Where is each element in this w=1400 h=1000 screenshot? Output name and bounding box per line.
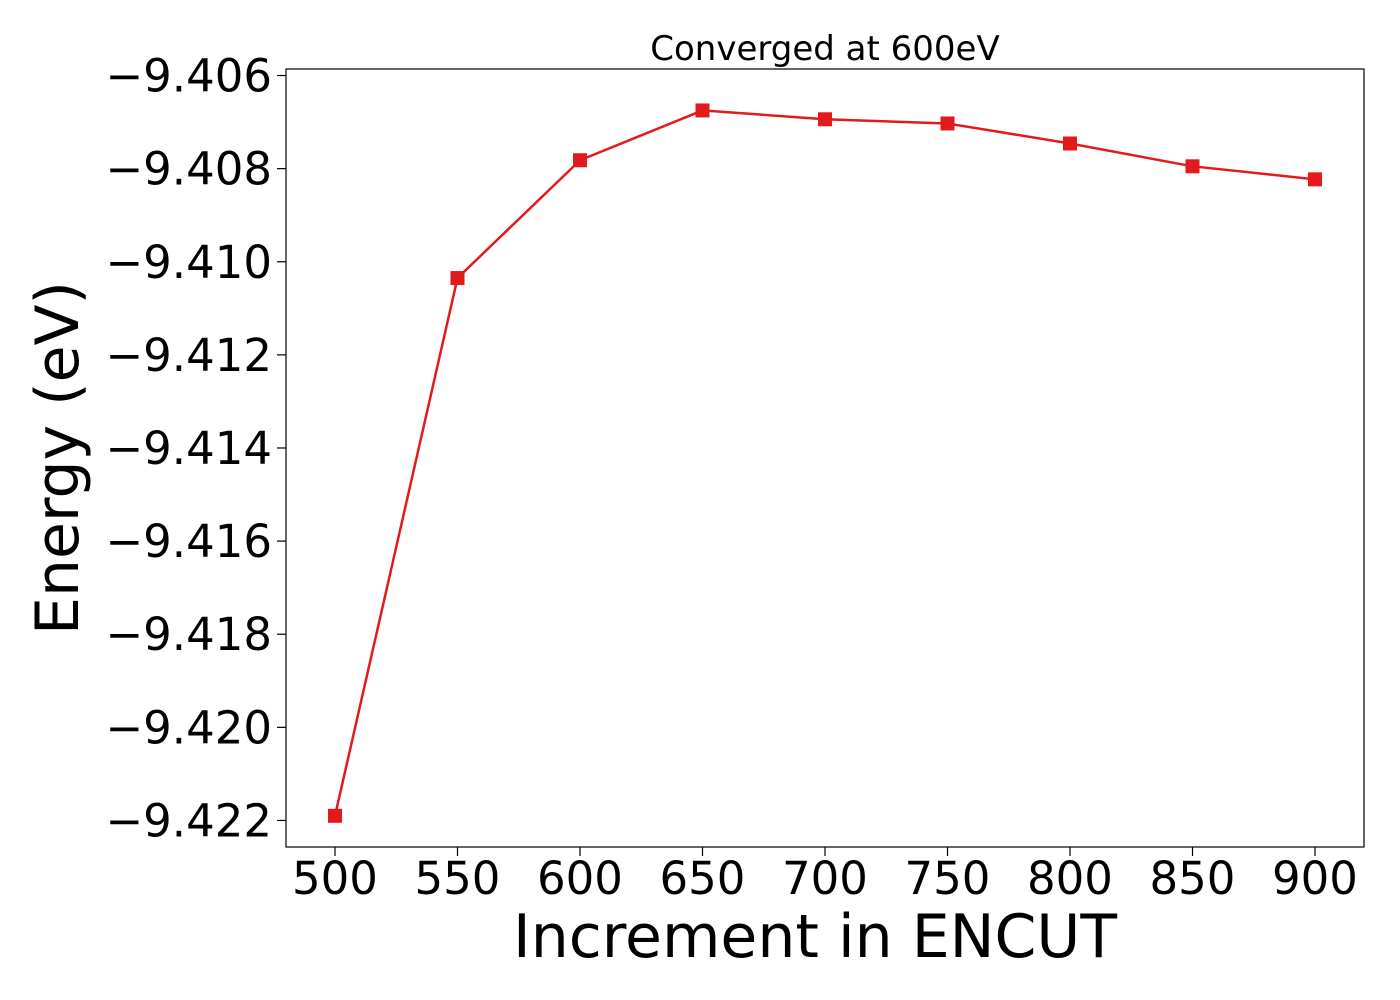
y-tick-label: −9.408 [105,143,272,196]
data-point-marker [450,271,465,286]
x-tick-label: 500 [292,852,378,905]
y-tick-label: −9.420 [105,701,272,754]
x-tick-label: 650 [660,852,746,905]
data-point-marker [573,153,587,168]
x-tick-label: 700 [782,852,868,905]
data-point-marker [695,103,710,118]
chart-title: Converged at 600eV [650,29,999,69]
y-tick-label: −9.416 [105,515,272,568]
x-axis-ticks: 500 550 600 650 700 750 800 850 900 [292,847,1358,905]
plot-area-frame [285,68,1365,848]
y-tick-label: −9.418 [105,608,272,661]
y-tick-label: −9.422 [105,794,272,847]
data-point-marker [1063,136,1077,151]
y-tick-label: −9.406 [105,50,272,103]
y-tick-label: −9.412 [105,329,272,382]
y-tick-label: −9.414 [105,422,272,475]
x-tick-label: 550 [415,852,501,905]
x-tick-label: 750 [905,852,991,905]
x-axis-title: Increment in ENCUT [513,902,1117,972]
x-tick-label: 850 [1150,852,1236,905]
plot-series [328,103,1322,823]
x-tick-label: 900 [1272,852,1358,905]
data-point-marker [1185,159,1200,174]
y-axis-title: Energy (eV) [23,281,93,635]
data-point-marker [818,112,832,127]
series-line [333,109,1316,817]
data-point-marker [940,116,955,131]
x-tick-label: 600 [537,852,623,905]
x-tick-label: 800 [1027,852,1113,905]
data-point-marker [328,808,342,823]
y-tick-label: −9.410 [105,236,272,289]
data-point-marker [1308,172,1322,187]
y-axis-ticks: −9.406 −9.408 −9.410 −9.412 −9.414 −9.416 −9.4… [105,50,286,847]
